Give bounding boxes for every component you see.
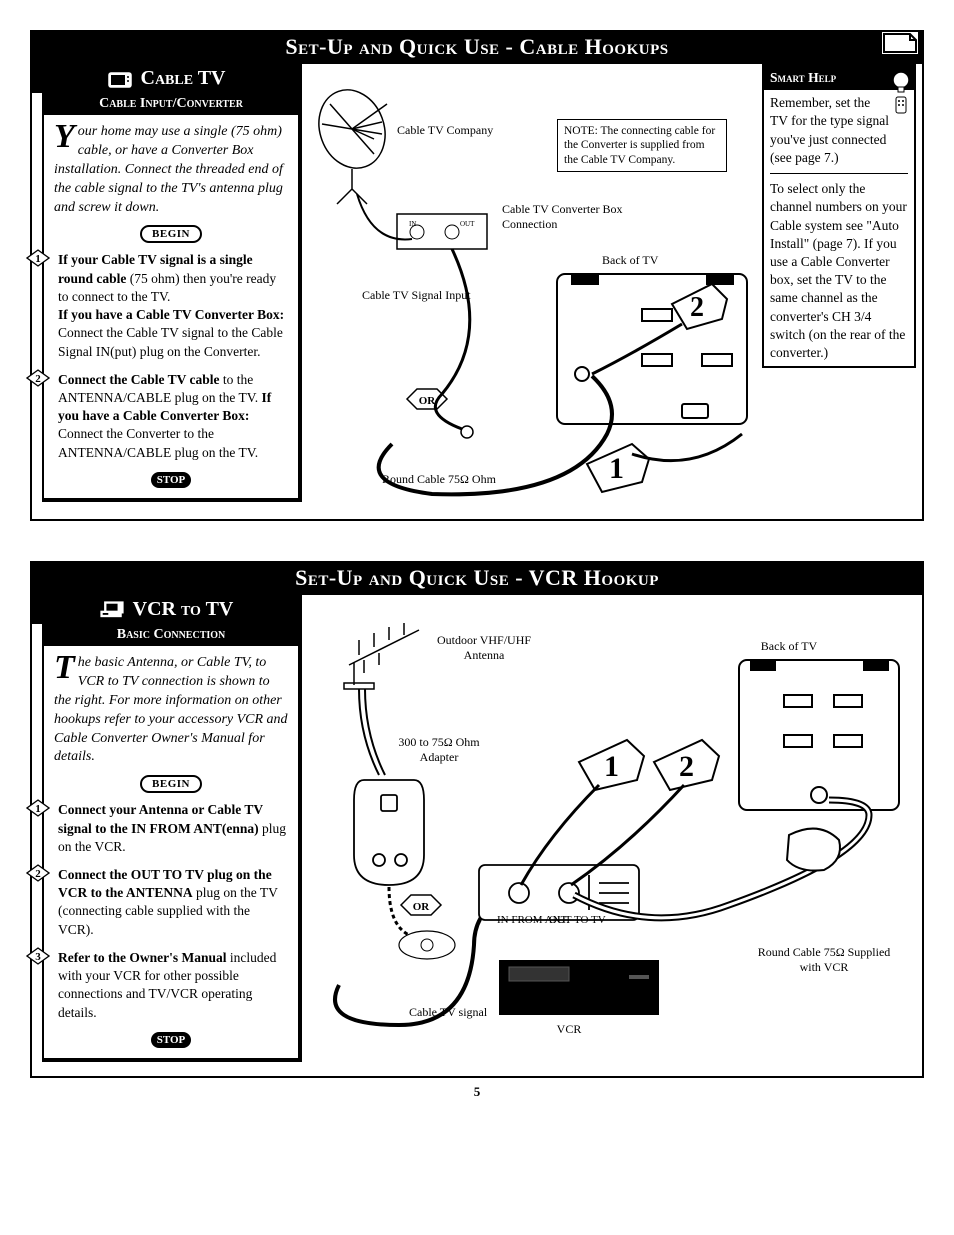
lbl-vcr2: VCR bbox=[557, 1022, 582, 1036]
intro-text: Your home may use a single (75 ohm) cabl… bbox=[54, 123, 288, 217]
banner-cable-hookups: Set-Up and Quick Use - Cable Hookups bbox=[30, 30, 924, 64]
step-1: 1 If your Cable TV signal is a single ro… bbox=[54, 251, 288, 360]
smart-help-title: Smart Help bbox=[764, 66, 914, 90]
sub-banner2-text: VCR to TV bbox=[133, 598, 234, 621]
step-2: 2 Connect the Cable TV cable to the ANTE… bbox=[54, 371, 288, 462]
diagram-vcr-hookup: Outdoor VHF/UHF Antenna 300 to 75Ω Ohm A… bbox=[308, 605, 910, 1045]
step2-num-1-icon: 1 bbox=[26, 799, 50, 817]
begin2-pill: BEGIN bbox=[140, 775, 202, 793]
intro2-text: The basic Antenna, or Cable TV, to VCR t… bbox=[54, 654, 288, 767]
step-num-1-icon: 1 bbox=[26, 249, 50, 267]
lbl-converter: Cable TV Converter Box Connection bbox=[502, 202, 632, 232]
step2-3: 3 Refer to the Owner's Manual included w… bbox=[54, 949, 288, 1022]
page-turn-icon bbox=[882, 32, 918, 54]
svg-text:1: 1 bbox=[35, 803, 41, 815]
lbl-out-to: OUT TO TV bbox=[549, 914, 606, 926]
diagram-cable-hookup: Cable TV Company NOTE: The connecting ca… bbox=[308, 74, 756, 504]
card-basic-connection: Basic Connection The basic Antenna, or C… bbox=[42, 624, 302, 1062]
tv-icon bbox=[107, 69, 133, 89]
section-vcr: VCR to TV Basic Connection The basic Ant… bbox=[30, 593, 924, 1078]
lbl-round-cable: Round Cable 75Ω Ohm bbox=[382, 472, 502, 487]
lbl-company: Cable TV Company bbox=[397, 123, 493, 137]
smart-title-text: Smart Help bbox=[770, 70, 836, 85]
svg-text:3: 3 bbox=[35, 951, 41, 963]
step2-2: 2 Connect the OUT TO TV plug on the VCR … bbox=[54, 866, 288, 939]
svg-text:2: 2 bbox=[35, 868, 41, 880]
big2-2: 2 bbox=[679, 750, 694, 783]
stop2-pill: STOP bbox=[151, 1032, 191, 1048]
step-num-2-icon: 2 bbox=[26, 369, 50, 387]
svg-text:2: 2 bbox=[35, 373, 41, 385]
intro-body: our home may use a single (75 ohm) cable… bbox=[54, 124, 283, 215]
big1-2: 1 bbox=[604, 750, 619, 783]
smart-p2: To select only the channel numbers on yo… bbox=[770, 181, 907, 360]
lbl-signal-input: Cable TV Signal Input bbox=[362, 288, 471, 302]
step2-num-2-icon: 2 bbox=[26, 864, 50, 882]
lightbulb-icon bbox=[884, 62, 918, 96]
smart-p1: Remember, set the TV for the type signal… bbox=[770, 95, 889, 165]
s2-r2: Connect the Converter to the ANTENNA/CAB… bbox=[58, 426, 258, 459]
dropcap: Y bbox=[54, 123, 78, 151]
remote-icon bbox=[894, 96, 908, 114]
s1-b2: If you have a Cable TV Converter Box: bbox=[58, 307, 284, 322]
lbl-antenna: Outdoor VHF/UHF Antenna bbox=[424, 633, 544, 663]
svg-text:OUT: OUT bbox=[460, 220, 475, 228]
s23-b: Refer to the Owner's Manual bbox=[58, 950, 226, 965]
note-box: NOTE: The connecting cable for the Conve… bbox=[557, 119, 727, 172]
big-2: 2 bbox=[690, 292, 704, 323]
lbl-vcr: VCR bbox=[557, 994, 582, 1008]
s1-r2: Connect the Cable TV signal to the Cable… bbox=[58, 325, 283, 358]
lbl-adapter: 300 to 75Ω Ohm Adapter bbox=[379, 735, 499, 765]
step2-1: 1 Connect your Antenna or Cable TV signa… bbox=[54, 801, 288, 856]
banner-vcr-hookup: Set-Up and Quick Use - VCR Hookup bbox=[30, 561, 924, 595]
card-cable-input: Cable Input/Converter Your home may use … bbox=[42, 93, 302, 502]
lbl-round-cable2: Round Cable 75Ω Supplied with VCR bbox=[749, 945, 899, 975]
s2-b1: Connect the Cable TV cable bbox=[58, 372, 220, 387]
sub-banner-vcr: VCR to TV bbox=[32, 595, 302, 624]
banner-text: Set-Up and Quick Use - Cable Hookups bbox=[285, 34, 668, 59]
svg-text:1: 1 bbox=[35, 253, 41, 265]
dropcap2: T bbox=[54, 654, 78, 682]
vcr-tv-icon bbox=[99, 600, 125, 620]
step2-num-3-icon: 3 bbox=[26, 947, 50, 965]
page-number: 5 bbox=[30, 1084, 924, 1100]
svg-text:IN: IN bbox=[409, 220, 416, 228]
card2-title: Basic Connection bbox=[44, 624, 298, 646]
card-title: Cable Input/Converter bbox=[44, 93, 298, 115]
lbl-back-tv: Back of TV bbox=[602, 253, 659, 267]
begin-pill: BEGIN bbox=[140, 225, 202, 243]
section-cable-tv: Cable TV Cable Input/Converter Your home… bbox=[30, 62, 924, 521]
smart-help-box: Smart Help Remember, set the TV for the … bbox=[762, 64, 916, 368]
lbl-or: OR bbox=[419, 395, 437, 407]
big-1: 1 bbox=[609, 452, 624, 485]
sub-banner-text: Cable TV bbox=[141, 67, 226, 90]
intro2-body: he basic Antenna, or Cable TV, to VCR to… bbox=[54, 655, 288, 764]
sub-banner-cable-tv: Cable TV bbox=[32, 64, 302, 93]
banner2-text: Set-Up and Quick Use - VCR Hookup bbox=[295, 565, 659, 590]
lbl-back-tv2: Back of TV bbox=[761, 639, 818, 653]
lbl-or2: OR bbox=[413, 901, 431, 913]
s21-b: Connect your Antenna or Cable TV signal … bbox=[58, 802, 263, 835]
stop-pill: STOP bbox=[151, 472, 191, 488]
